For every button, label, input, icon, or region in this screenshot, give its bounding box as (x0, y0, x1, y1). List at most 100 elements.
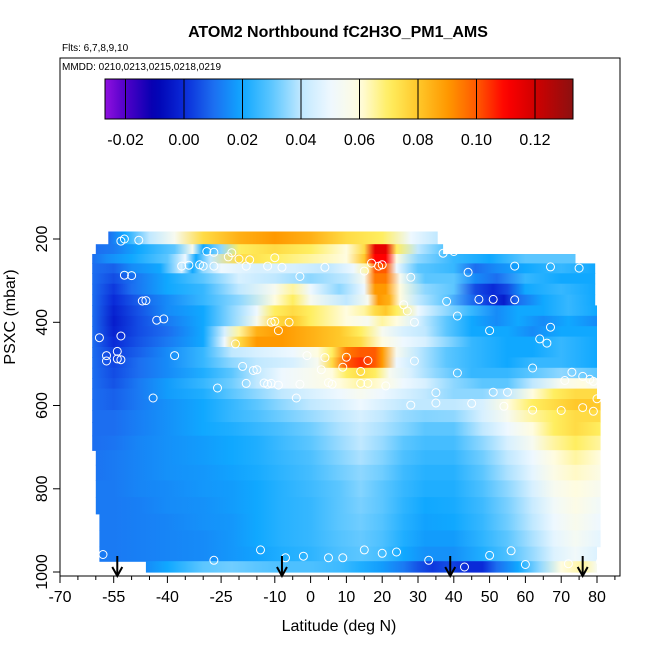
colorbar-tick-label: 0.08 (402, 132, 433, 149)
colorbar-tick-label: 0.10 (461, 132, 492, 149)
observation-marker (546, 262, 555, 272)
observation-marker (116, 236, 126, 246)
heatmap-row (92, 336, 597, 348)
colorbar: -0.02 0.00 0.02 0.04 0.06 0.08 0.10 0.12 (104, 78, 574, 149)
observation-marker (535, 334, 545, 344)
observation-marker (241, 261, 251, 271)
observation-marker (467, 398, 477, 408)
observation-marker (574, 263, 584, 273)
observation-marker (134, 562, 144, 572)
observation-marker (377, 260, 387, 270)
observation-marker (499, 401, 509, 411)
observation-marker (148, 393, 158, 403)
observation-marker (452, 368, 462, 378)
observation-marker (98, 550, 108, 559)
observation-marker (213, 383, 222, 393)
observation-marker (209, 555, 219, 565)
heatmap (92, 231, 601, 573)
heatmap-row (92, 263, 596, 274)
heatmap-row (145, 561, 597, 573)
observation-marker (298, 551, 308, 561)
observation-marker (256, 545, 265, 555)
observation-marker (599, 269, 609, 279)
observation-marker (320, 262, 330, 272)
observation-marker (359, 266, 369, 276)
observation-marker (152, 315, 162, 325)
observation-marker (431, 398, 441, 408)
plot-frame (59, 57, 621, 577)
heatmap-row (108, 231, 438, 245)
observation-marker (452, 311, 462, 321)
observation-marker (338, 362, 348, 372)
heatmap-row (92, 410, 601, 423)
observation-marker (241, 378, 251, 388)
observation-marker (198, 261, 208, 271)
observation-marker (560, 376, 570, 385)
observation-marker (356, 366, 366, 376)
observation-marker (363, 356, 373, 365)
observation-marker (141, 296, 151, 306)
observation-marker (406, 400, 416, 410)
observation-marker (119, 270, 129, 280)
observation-marker (406, 272, 416, 282)
observation-marker (270, 316, 280, 326)
observation-marker (209, 261, 219, 271)
observation-marker (356, 378, 366, 388)
heatmap-row (92, 273, 596, 285)
observation-marker (588, 406, 598, 416)
observation-marker (520, 560, 530, 569)
heatmap-row (99, 546, 598, 562)
observation-marker (563, 559, 573, 569)
observation-markers (94, 234, 609, 572)
x-tick-label: 40 (445, 589, 463, 606)
observation-marker (381, 381, 391, 391)
observation-marker (112, 346, 122, 356)
observation-marker (485, 550, 495, 560)
observation-marker (316, 365, 326, 375)
observation-marker (463, 267, 473, 277)
observation-marker (363, 378, 373, 388)
x-tick-label: 30 (409, 589, 427, 606)
observation-marker (238, 361, 248, 371)
observation-marker (277, 262, 287, 272)
heatmap-row (95, 450, 601, 466)
y-tick-label: 1000 (34, 554, 51, 590)
observation-marker (442, 296, 452, 306)
observation-marker (542, 338, 552, 348)
observation-marker (209, 247, 219, 257)
x-tick-label: -10 (263, 589, 286, 606)
observation-marker (592, 394, 602, 404)
observation-marker (327, 379, 337, 389)
heatmap-row (92, 305, 597, 317)
x-tick-label: 80 (588, 589, 606, 606)
observation-marker (460, 562, 469, 572)
observation-marker (223, 252, 233, 262)
observation-marker (488, 387, 498, 397)
heatmap-row (92, 315, 597, 327)
colorbar-tick-label: 0.12 (519, 132, 550, 149)
observation-marker (159, 314, 169, 324)
observation-marker (102, 356, 111, 366)
colorbar-tick-label: 0.02 (227, 132, 258, 149)
observation-marker (320, 353, 330, 363)
observation-marker (184, 260, 194, 270)
observation-marker (248, 366, 258, 375)
observation-marker (392, 547, 401, 557)
heatmap-row (95, 497, 601, 515)
observation-marker (230, 339, 240, 349)
heatmap-row (92, 326, 597, 338)
x-tick-label: 60 (517, 589, 535, 606)
observation-marker (341, 352, 351, 362)
observation-marker (284, 317, 294, 327)
observation-marker (438, 248, 448, 258)
observation-marker (338, 553, 348, 563)
observation-marker (556, 406, 566, 415)
heatmap-row (92, 283, 596, 296)
observation-marker (596, 557, 606, 567)
colorbar-tick-label: -0.02 (107, 132, 144, 149)
observation-marker (485, 326, 495, 336)
observation-marker (252, 365, 262, 375)
heatmap-row (92, 435, 601, 451)
y-axis-label: PSXC (mbar) (2, 269, 19, 364)
